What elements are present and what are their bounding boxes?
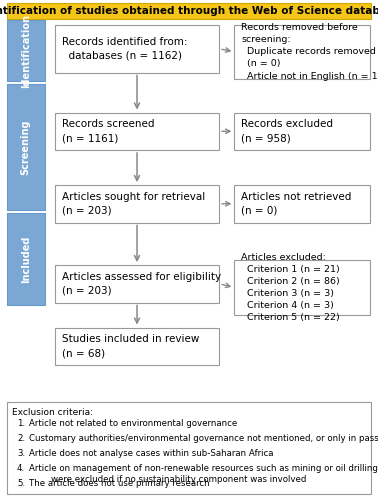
Text: 2.: 2. [17, 434, 25, 443]
Text: 5.: 5. [17, 479, 25, 488]
Text: Articles not retrieved
(n = 0): Articles not retrieved (n = 0) [241, 192, 352, 216]
FancyBboxPatch shape [55, 25, 219, 72]
Text: Records screened
(n = 1161): Records screened (n = 1161) [62, 120, 154, 143]
Text: 1.: 1. [17, 419, 25, 428]
Text: Articles assessed for eligibility
(n = 203): Articles assessed for eligibility (n = 2… [62, 272, 221, 295]
FancyBboxPatch shape [7, 20, 45, 81]
FancyBboxPatch shape [55, 112, 219, 150]
Text: Article on management of non-renewable resources such as mining or oil drilling
: Article on management of non-renewable r… [29, 464, 378, 484]
Text: Articles excluded:
  Criterion 1 (n = 21)
  Criterion 2 (n = 86)
  Criterion 3 (: Articles excluded: Criterion 1 (n = 21) … [241, 252, 340, 322]
Text: Records excluded
(n = 958): Records excluded (n = 958) [241, 120, 333, 143]
FancyBboxPatch shape [55, 185, 219, 222]
Text: The article does not use primary research: The article does not use primary researc… [29, 479, 210, 488]
FancyBboxPatch shape [55, 328, 219, 365]
FancyBboxPatch shape [234, 185, 370, 222]
Text: Identification: Identification [21, 14, 31, 88]
FancyBboxPatch shape [234, 112, 370, 150]
Text: 4.: 4. [17, 464, 25, 473]
Text: Screening: Screening [21, 119, 31, 175]
Text: 3.: 3. [17, 449, 25, 458]
FancyBboxPatch shape [7, 213, 45, 305]
FancyBboxPatch shape [7, 84, 45, 210]
FancyBboxPatch shape [234, 25, 370, 78]
Text: Customary authorities/environmental governance not mentioned, or only in passing: Customary authorities/environmental gove… [29, 434, 378, 443]
Text: Identification of studies obtained through the Web of Science database: Identification of studies obtained throu… [0, 6, 378, 16]
FancyBboxPatch shape [55, 265, 219, 302]
Text: Articles sought for retrieval
(n = 203): Articles sought for retrieval (n = 203) [62, 192, 205, 216]
Text: Records removed before
screening:
  Duplicate records removed
  (n = 0)
  Articl: Records removed before screening: Duplic… [241, 23, 378, 80]
FancyBboxPatch shape [234, 260, 370, 315]
Text: Article does not analyse cases within sub-Saharan Africa: Article does not analyse cases within su… [29, 449, 274, 458]
Text: Included: Included [21, 236, 31, 282]
FancyBboxPatch shape [7, 402, 371, 494]
Text: Article not related to environmental governance: Article not related to environmental gov… [29, 419, 238, 428]
FancyBboxPatch shape [7, 2, 371, 19]
Text: Exclusion criteria:: Exclusion criteria: [12, 408, 93, 417]
Text: Records identified from:
  databases (n = 1162): Records identified from: databases (n = … [62, 37, 187, 60]
Text: Studies included in review
(n = 68): Studies included in review (n = 68) [62, 334, 199, 358]
